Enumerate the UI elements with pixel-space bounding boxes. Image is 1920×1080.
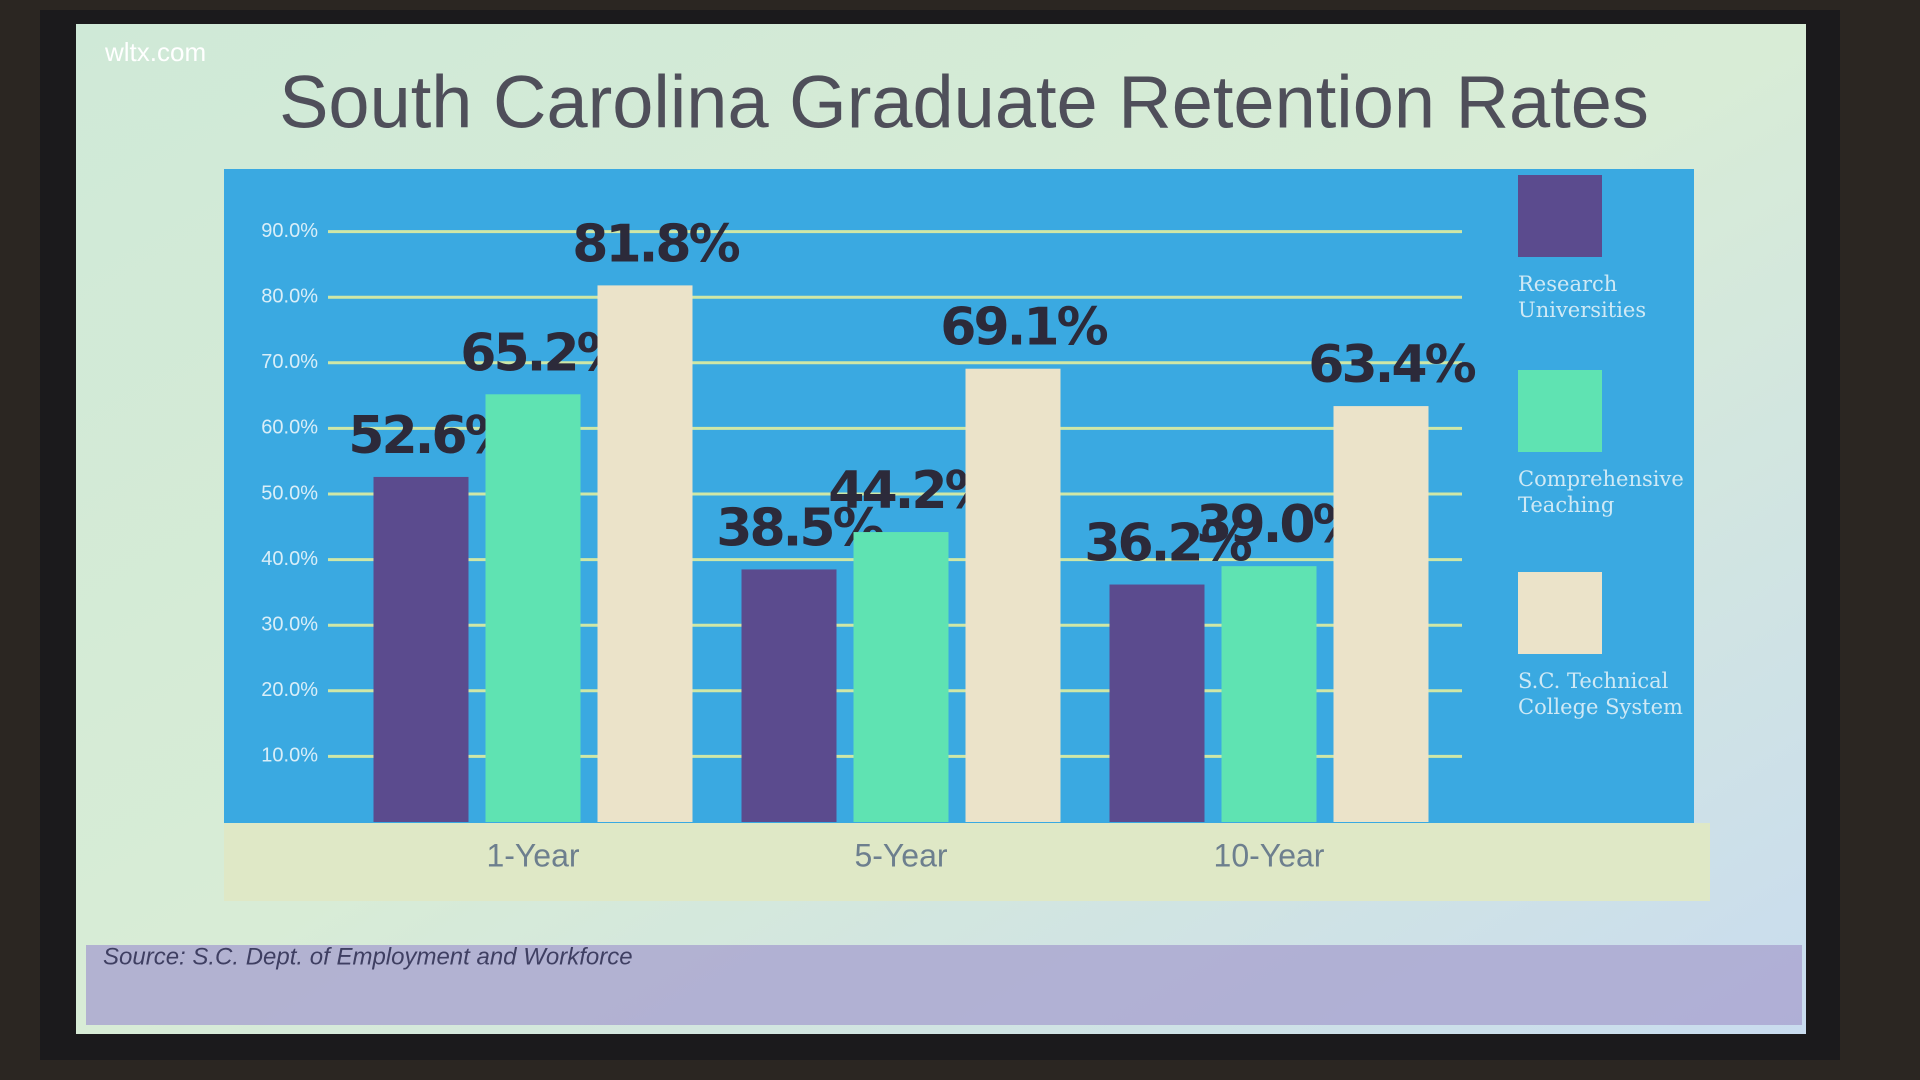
y-tick-label: 50.0%: [261, 482, 318, 504]
y-tick-label: 40.0%: [261, 548, 318, 570]
y-tick-label: 20.0%: [261, 679, 318, 701]
legend-label: Research Universities: [1518, 272, 1646, 322]
y-tick-label: 30.0%: [261, 613, 318, 635]
bar: [373, 476, 469, 822]
y-tick-label: 90.0%: [261, 220, 318, 242]
bar: [485, 394, 581, 822]
bar: [965, 368, 1061, 822]
bar: [597, 285, 693, 823]
legend-label: Comprehensive Teaching: [1518, 467, 1684, 517]
bar: [853, 532, 949, 822]
y-tick-label: 60.0%: [261, 417, 318, 439]
footer-band: [86, 945, 1802, 1025]
watermark: wltx.com: [104, 37, 206, 67]
legend-swatch: [1518, 175, 1602, 257]
legend-swatch: [1518, 370, 1602, 452]
bar: [1221, 566, 1317, 822]
plot-area: [224, 169, 1694, 823]
x-tick-label: 1-Year: [486, 837, 579, 873]
value-label: 81.8%: [572, 214, 739, 274]
x-tick-label: 5-Year: [854, 837, 947, 873]
bar: [741, 569, 837, 822]
y-tick-label: 70.0%: [261, 351, 318, 373]
y-tick-label: 10.0%: [261, 745, 318, 767]
value-label: 36.2%: [1084, 514, 1251, 574]
source-note: Source: S.C. Dept. of Employment and Wor…: [103, 943, 633, 970]
bar: [1333, 406, 1429, 822]
legend-label: S.C. Technical College System: [1518, 669, 1683, 719]
legend-swatch: [1518, 572, 1602, 654]
y-tick-label: 80.0%: [261, 285, 318, 307]
x-tick-label: 10-Year: [1214, 837, 1325, 873]
category-band: [224, 823, 1710, 901]
value-label: 63.4%: [1308, 335, 1475, 395]
bar: [1109, 584, 1205, 822]
value-label: 69.1%: [940, 298, 1107, 358]
chart-title: South Carolina Graduate Retention Rates: [279, 61, 1649, 144]
